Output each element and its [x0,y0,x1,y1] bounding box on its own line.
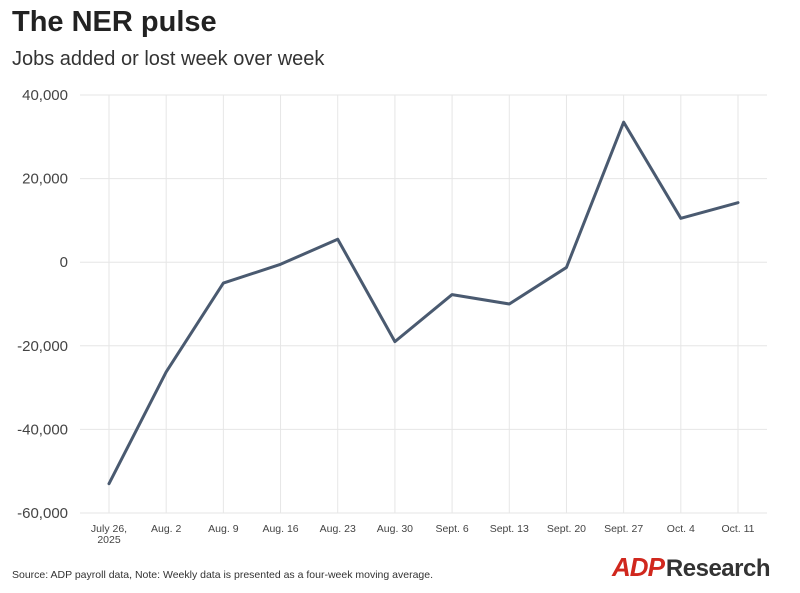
x-tick-label: Aug. 30 [377,523,413,535]
y-tick-label: 40,000 [22,87,68,104]
x-tick-label: Oct. 4 [667,523,695,535]
adp-research-logo: ADP Research [612,552,770,583]
x-axis-ticks: July 26, 2025 Aug. 2 Aug. 9 Aug. 16 Aug. 23 Au… [91,523,755,546]
chart-title: The NER pulse [12,6,217,38]
x-tick-label: Aug. 16 [262,523,298,535]
x-tick-label: Aug. 2 [151,523,182,535]
y-tick-label: -20,000 [17,338,68,355]
series-layer [107,120,740,486]
y-tick-label: 0 [60,254,68,271]
y-tick-label: 20,000 [22,171,68,188]
adp-logo-text: ADP [612,552,665,582]
source-note: Source: ADP payroll data, Note: Weekly d… [12,569,434,581]
y-tick-label: -40,000 [17,421,68,438]
x-tick-label: Oct. 11 [721,523,754,535]
research-logo-text: Research [665,555,771,582]
y-tick-label: -60,000 [17,505,68,522]
x-tick-label: Sept. 6 [435,523,468,535]
grid-lines [80,94,767,514]
x-tick-label: Aug. 9 [208,523,239,535]
x-tick-label: Sept. 13 [490,523,529,535]
x-tick-label: July 26, 2025 [91,523,127,546]
x-tick-label: Aug. 23 [320,523,356,535]
x-tick-label: Sept. 20 [547,523,586,535]
x-tick-label: Sept. 27 [604,523,643,535]
series-line [107,120,740,486]
chart-subtitle: Jobs added or lost week over week [12,48,325,70]
y-axis-ticks: 40,000 20,000 0 -20,000 -40,000 -60,000 [17,87,68,522]
